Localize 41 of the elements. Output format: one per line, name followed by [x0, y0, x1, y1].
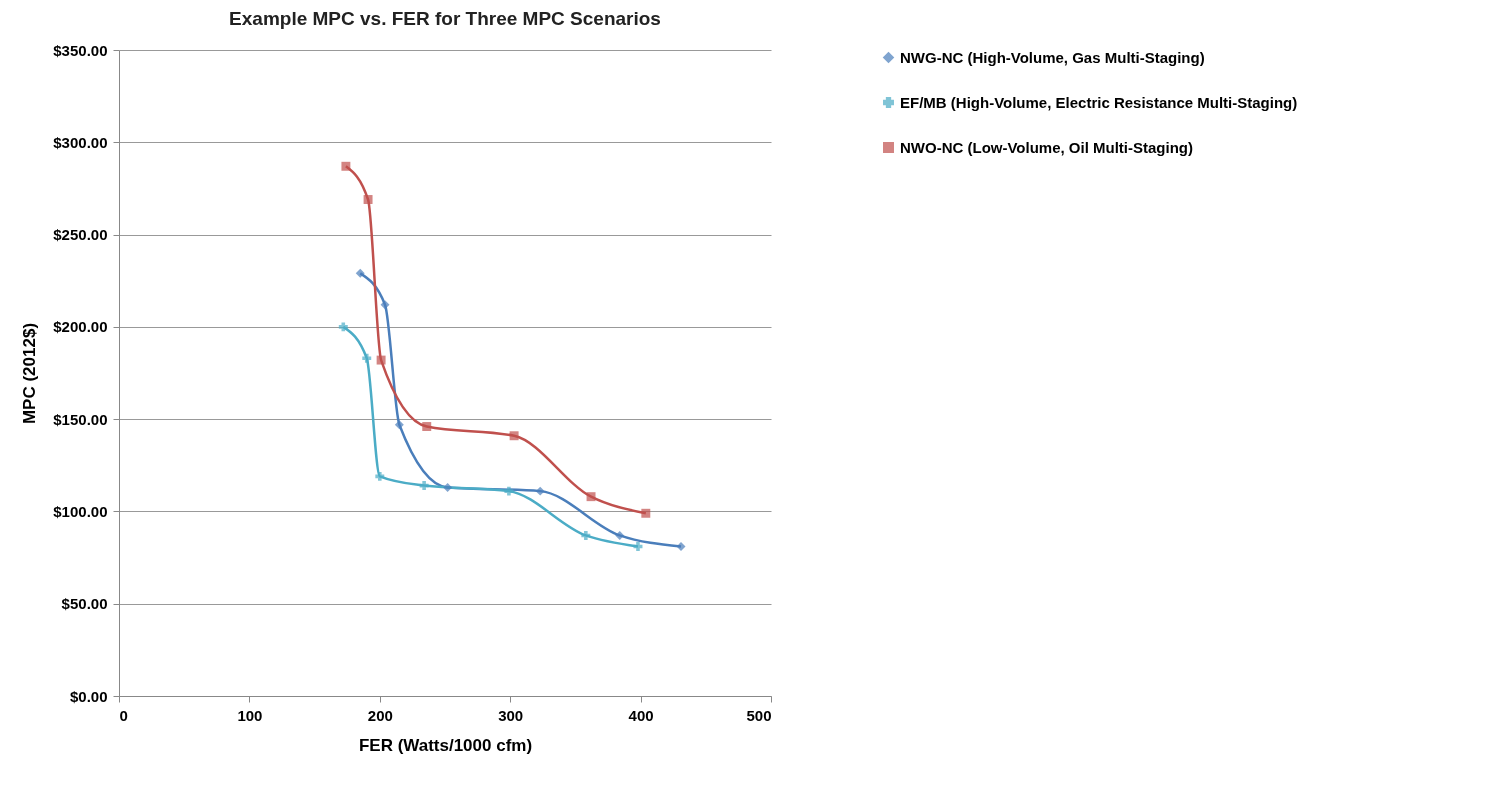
y-tick-label: $300.00 — [53, 133, 108, 151]
point — [633, 542, 643, 551]
point — [338, 322, 348, 332]
y-tick-label: $250.00 — [53, 226, 108, 244]
point — [509, 431, 519, 441]
point — [581, 530, 591, 540]
point — [419, 481, 429, 491]
x-tick-label: 200 — [367, 706, 393, 724]
x-tick-label: 0 — [119, 706, 128, 724]
point — [535, 486, 545, 496]
point — [363, 195, 373, 204]
y-tick-label: $200.00 — [53, 318, 108, 336]
legend-label: EF/MB (High-Volume, Electric Resistance Multi-Staging) — [900, 93, 1298, 111]
point — [504, 486, 514, 496]
x-axis-title: FER (Watts/1000 cfm) — [358, 735, 533, 755]
x-tick-label: 500 — [746, 706, 772, 724]
y-tick-label: $0.00 — [69, 687, 108, 705]
y-tick-label: $350.00 — [53, 41, 108, 59]
x-tick-label: 400 — [628, 706, 654, 724]
x-tick-label: 300 — [498, 706, 524, 724]
x-tick-label: 100 — [237, 706, 263, 724]
point — [676, 542, 686, 551]
y-tick-label: $50.00 — [61, 595, 108, 613]
point — [355, 268, 365, 278]
point — [375, 471, 385, 481]
point — [641, 508, 651, 518]
point — [341, 161, 351, 171]
y-tick-label: $100.00 — [53, 502, 108, 520]
y-tick-label: $150.00 — [53, 410, 108, 428]
legend-label: NWG-NC (High-Volume, Gas Multi-Staging) — [900, 48, 1205, 66]
chart-title: Example MPC vs. FER for Three MPC Scenarios — [229, 8, 661, 29]
point — [443, 482, 453, 492]
point — [376, 355, 386, 365]
point — [615, 530, 625, 540]
y-axis-title: MPC (2012$) — [20, 322, 40, 425]
point — [586, 492, 596, 502]
point — [380, 300, 390, 310]
legend-label: NWO-NC (Low-Volume, Oil Multi-Staging) — [900, 138, 1194, 156]
point — [362, 353, 372, 363]
point — [394, 420, 404, 430]
point — [422, 422, 432, 431]
